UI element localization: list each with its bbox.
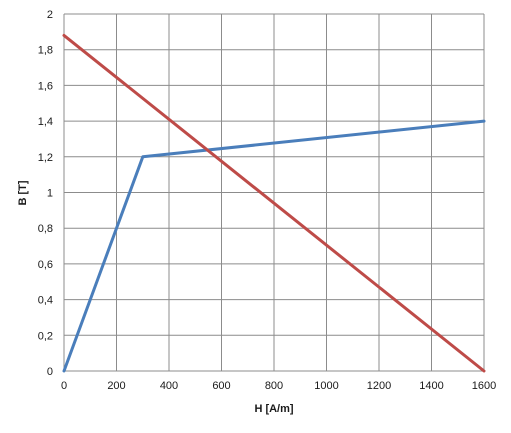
gridlines: [63, 13, 485, 372]
y-tick-label: 1,6: [38, 80, 53, 92]
x-tick-label: 1000: [314, 380, 338, 392]
y-axis-title: B [T]: [17, 180, 29, 205]
x-tick-label: 1200: [367, 380, 391, 392]
x-tick-label: 1600: [472, 380, 496, 392]
y-tick-label: 1,8: [38, 45, 53, 57]
x-tick-label: 800: [265, 380, 283, 392]
x-tick-label: 400: [160, 380, 178, 392]
x-tick-label: 600: [212, 380, 230, 392]
x-tick-label: 1400: [419, 380, 443, 392]
x-axis-title: H [A/m]: [254, 403, 293, 415]
y-tick-label: 0,2: [38, 330, 53, 342]
y-tick-label: 0,6: [38, 259, 53, 271]
x-tick-label: 0: [61, 380, 67, 392]
y-tick-label: 0,4: [38, 295, 53, 307]
y-tick-label: 0,8: [38, 223, 53, 235]
y-tick-label: 2: [47, 9, 53, 21]
series-line-2: [62, 33, 486, 373]
y-tick-label: 1: [47, 188, 53, 200]
y-tick-label: 1,2: [38, 152, 53, 164]
series-lines: [62, 33, 486, 373]
series-line-1: [62, 119, 486, 373]
tick-labels: 0 200 400 600 800 1000 1200 1400 1600 0 0,2 0,4 0,6 0…: [38, 9, 497, 392]
y-tick-label: 1,4: [38, 116, 53, 128]
x-tick-label: 200: [107, 380, 125, 392]
y-tick-label: 0: [47, 366, 53, 378]
